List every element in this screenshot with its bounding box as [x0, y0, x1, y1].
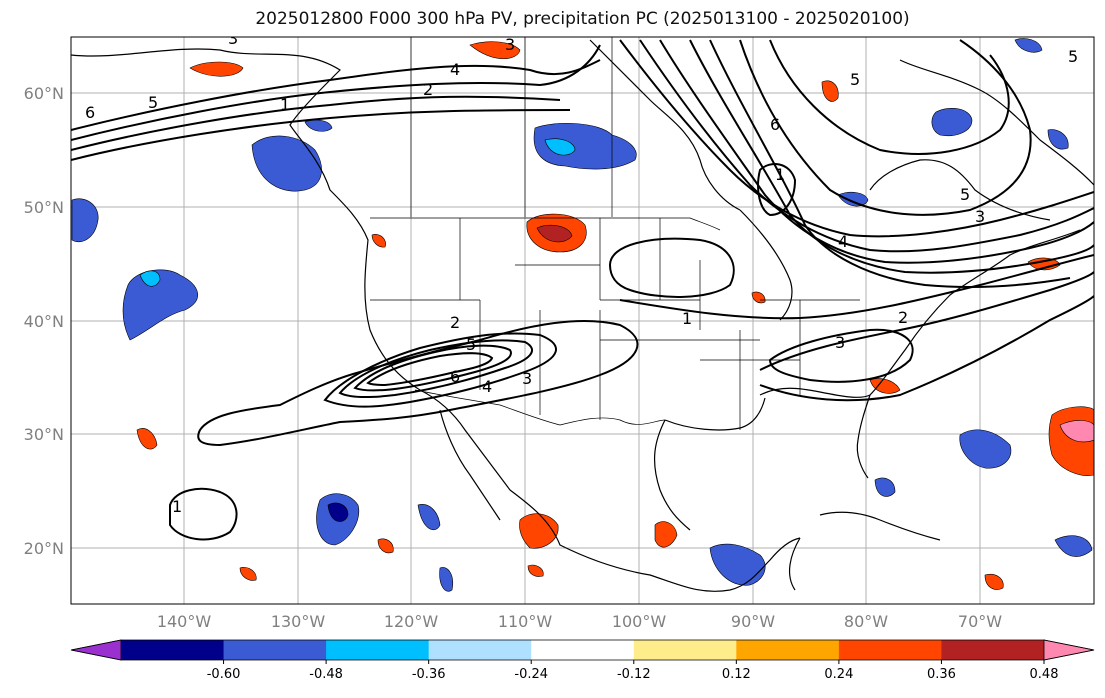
latitude-labels: 60°N 50°N 40°N 30°N 20°N: [24, 84, 64, 558]
colorbar-tick-label: 0.12: [722, 667, 751, 682]
lon-label: 110°W: [498, 612, 553, 631]
colorbar-segment: [838, 640, 942, 660]
contour-label: 3: [975, 207, 985, 226]
lon-label: 120°W: [384, 612, 439, 631]
pv-contours: [71, 39, 1094, 541]
borders: [370, 37, 860, 430]
contour-label: 1: [172, 497, 182, 516]
colorbar-outline: [70, 639, 1095, 661]
colorbar-segment: [326, 640, 430, 660]
lat-label: 30°N: [24, 425, 64, 444]
precip-negative: [71, 38, 1093, 592]
contour-label: 2: [898, 308, 908, 327]
colorbar-segment: [428, 640, 532, 660]
colorbar-extend-high: [1043, 639, 1095, 661]
contour-label: 1: [280, 95, 290, 114]
lon-label: 80°W: [844, 612, 888, 631]
map-title: 2025012800 F000 300 hPa PV, precipitatio…: [255, 9, 910, 29]
lon-label: 100°W: [612, 612, 667, 631]
lat-label: 40°N: [24, 312, 64, 331]
colorbar-tick-label: -0.12: [617, 667, 651, 682]
contour-label: 3: [505, 35, 515, 54]
contour-label: 4: [450, 60, 460, 79]
lat-label: 50°N: [24, 198, 64, 217]
coastlines: [71, 39, 1094, 592]
contour-label: 2: [423, 80, 433, 99]
contour-label: 6: [450, 367, 460, 386]
colorbar-segment: [531, 640, 635, 660]
contour-label: 5: [1068, 47, 1078, 66]
lat-label: 60°N: [24, 84, 64, 103]
contour-label: 4: [482, 377, 492, 396]
colorbar-segment: [223, 640, 327, 660]
contour-label: 1: [775, 165, 785, 184]
contour-label: 5: [466, 335, 476, 354]
contour-label: 5: [850, 70, 860, 89]
contour-labels: 5 6 1 2 4 3 5 6 1 5 4 3 5 3 2 5 6 4 3 1 …: [85, 29, 1078, 516]
colorbar-tick-label: 0.36: [927, 667, 956, 682]
contour-label: 3: [228, 29, 238, 48]
longitude-labels: 140°W 130°W 120°W 110°W 100°W 90°W 80°W …: [157, 612, 1002, 631]
colorbar-segment: [736, 640, 840, 660]
lon-label: 130°W: [271, 612, 326, 631]
map-frame: [70, 36, 1095, 605]
contour-label: 5: [960, 185, 970, 204]
contour-label: 2: [450, 313, 460, 332]
colorbar-segment: [941, 640, 1045, 660]
contour-label: 6: [85, 103, 95, 122]
contour-label: 3: [835, 333, 845, 352]
colorbar-segment: [633, 640, 737, 660]
contour-label: 1: [682, 309, 692, 328]
colorbar-segment: [121, 640, 225, 660]
colorbar-tick-label: -0.48: [309, 667, 343, 682]
lon-label: 70°W: [958, 612, 1002, 631]
colorbar-extend-low: [70, 639, 122, 661]
colorbar-tick-label: 0.48: [1030, 667, 1059, 682]
colorbar-tick-label: 0.24: [824, 667, 853, 682]
precip-positive: [136, 41, 1094, 590]
lat-label: 20°N: [24, 539, 64, 558]
contour-label: 4: [838, 232, 848, 251]
contour-label: 6: [770, 115, 780, 134]
lon-label: 90°W: [731, 612, 775, 631]
colorbar-tick-label: -0.24: [514, 667, 548, 682]
colorbar-tick-label: -0.60: [207, 667, 241, 682]
contour-label: 5: [148, 93, 158, 112]
contour-label: 3: [522, 369, 532, 388]
colorbar: -0.60 -0.48 -0.36 -0.24 -0.12 0.12 0.24 0.36 0.4…: [70, 639, 1095, 682]
lon-label: 140°W: [157, 612, 212, 631]
colorbar-tick-label: -0.36: [412, 667, 446, 682]
